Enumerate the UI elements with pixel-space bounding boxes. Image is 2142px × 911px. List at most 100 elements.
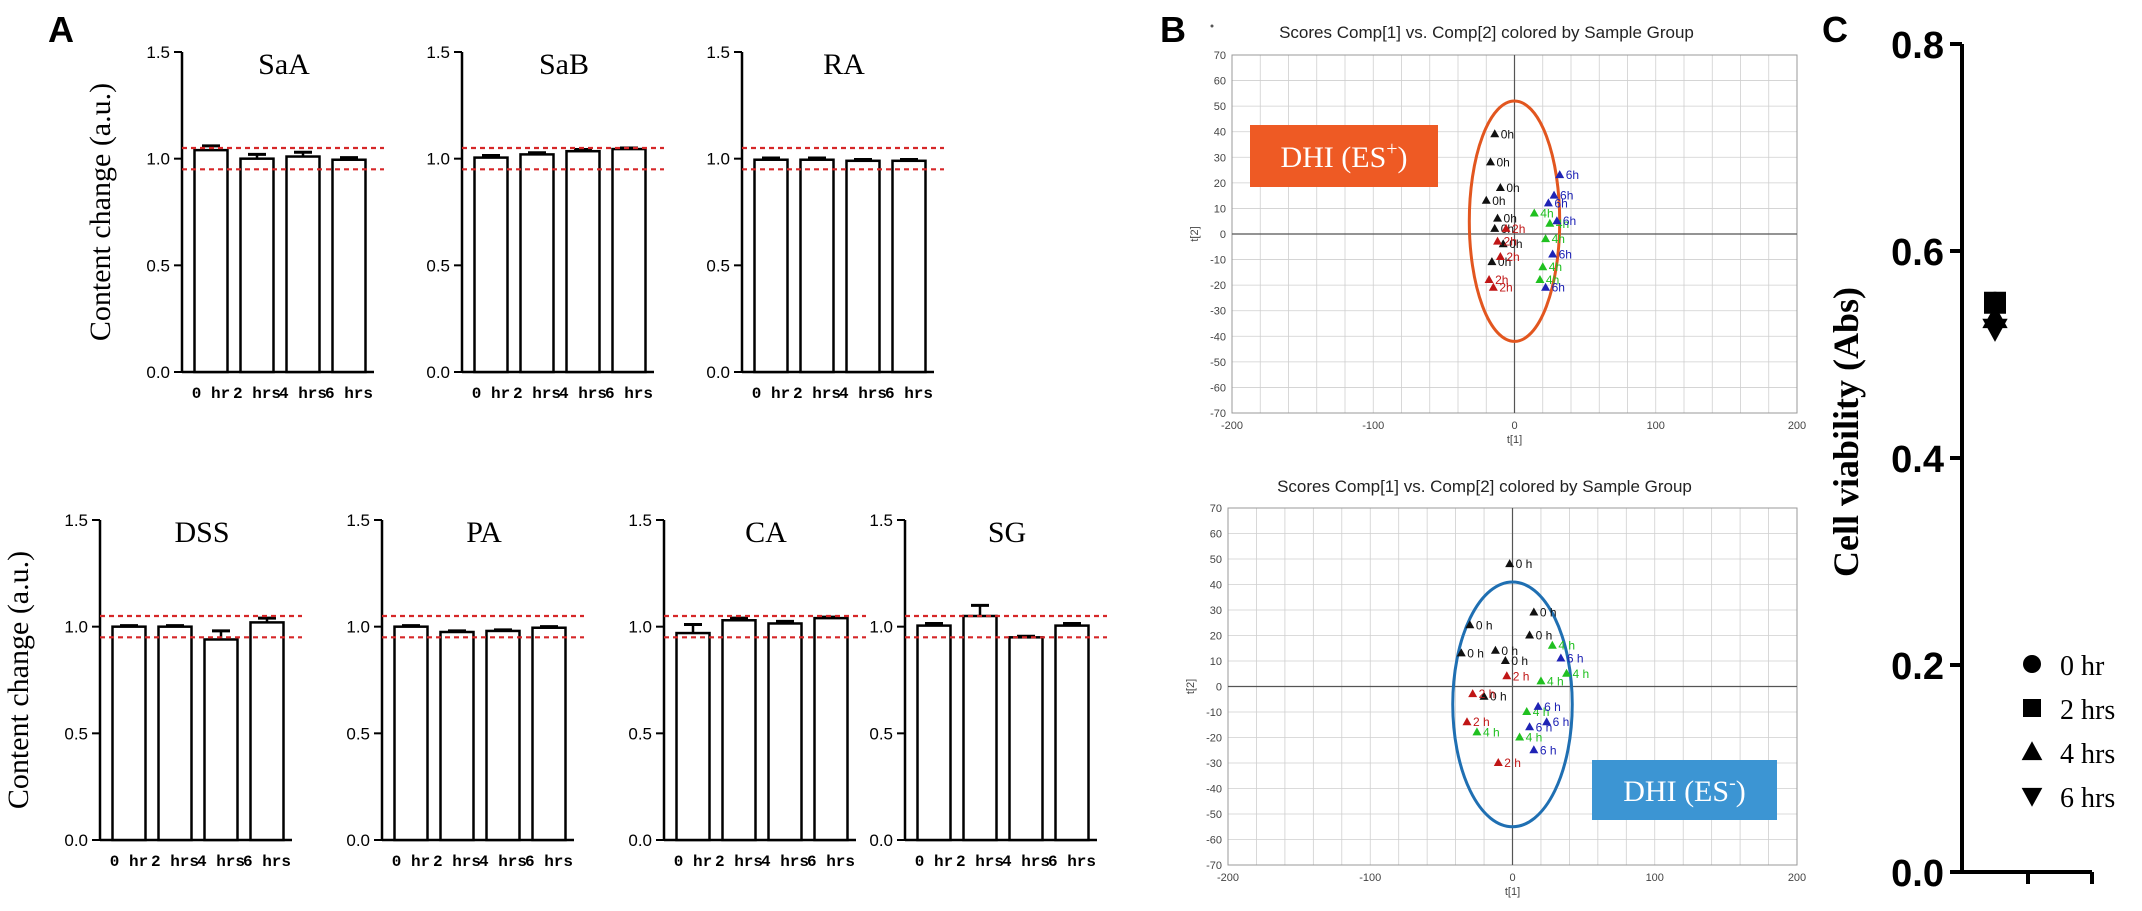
x-tick-label: 4 hrs bbox=[1002, 853, 1050, 871]
confidence-ellipse bbox=[1451, 580, 1574, 829]
point-label: 2 h bbox=[1504, 756, 1521, 770]
y-tick-label: 1.5 bbox=[869, 511, 893, 530]
score-point bbox=[1456, 648, 1466, 657]
y-tick-label: 10 bbox=[1210, 656, 1222, 668]
bar bbox=[249, 621, 285, 842]
y-tick-label: 0.5 bbox=[146, 256, 170, 275]
y-axis-label: Content change (a.u.) bbox=[2, 551, 35, 809]
point-label: 2h bbox=[1499, 281, 1512, 295]
x-tick-label: 0 hr bbox=[110, 853, 148, 871]
bar bbox=[111, 625, 147, 842]
y-tick-label: -50 bbox=[1206, 809, 1222, 821]
score-plot-negative: 706050403020100-10-20-30-40-50-60-70-200… bbox=[1185, 477, 1806, 898]
y-tick-label: 1.5 bbox=[64, 511, 88, 530]
y-tick-label: 40 bbox=[1214, 127, 1226, 139]
y-tick-label: 1.0 bbox=[64, 618, 88, 637]
score-point bbox=[1481, 195, 1491, 204]
y-tick-label: 0.0 bbox=[346, 831, 370, 850]
bar bbox=[193, 148, 229, 374]
y-tick-label: 0.2 bbox=[1891, 646, 1944, 688]
point-label: 0h bbox=[1492, 194, 1505, 208]
point-label: 6h bbox=[1560, 189, 1573, 203]
bar bbox=[916, 624, 952, 842]
score-point bbox=[1484, 275, 1494, 284]
mode-close: ) bbox=[1736, 775, 1746, 808]
score-point bbox=[1488, 282, 1498, 291]
y-tick-label: -70 bbox=[1206, 860, 1222, 872]
bar bbox=[962, 614, 998, 842]
bar bbox=[393, 625, 429, 842]
score-point bbox=[1500, 656, 1510, 664]
y-tick-label: 0.0 bbox=[1891, 853, 1944, 895]
panel-label-c: C bbox=[1822, 9, 1848, 50]
ionization-mode-label: DHI (ES+) bbox=[1280, 138, 1407, 174]
point-label: 4 h bbox=[1547, 674, 1564, 688]
y-tick-label: 0.8 bbox=[1891, 25, 1944, 67]
legend-marker bbox=[2023, 655, 2041, 673]
x-tick-label: 6 hrs bbox=[1048, 853, 1096, 871]
bar bbox=[1054, 624, 1090, 842]
x-tick-label: 0 hr bbox=[674, 853, 712, 871]
y-tick-label: 1.5 bbox=[706, 43, 730, 62]
subplot-title: RA bbox=[823, 48, 865, 81]
point-label: 6 h bbox=[1553, 715, 1570, 729]
point-label: 6h bbox=[1566, 168, 1579, 182]
score-point bbox=[1498, 239, 1508, 248]
point-label: 4h bbox=[1540, 207, 1553, 221]
score-point bbox=[1529, 745, 1539, 754]
score-point bbox=[1555, 170, 1565, 179]
mode-text: DHI (ES bbox=[1280, 141, 1386, 174]
score-point bbox=[1529, 208, 1539, 217]
y-tick-label: -30 bbox=[1206, 758, 1222, 770]
y-tick-label: -60 bbox=[1210, 382, 1226, 394]
x-tick-label: 4 hrs bbox=[761, 853, 809, 871]
x-tick-label: 2 hrs bbox=[151, 853, 199, 871]
x-tick-label: 4 hrs bbox=[279, 385, 327, 403]
x-tick-label: -100 bbox=[1362, 420, 1384, 432]
point-label: 2 h bbox=[1513, 669, 1530, 683]
bar bbox=[285, 155, 321, 374]
y-tick-label: 1.0 bbox=[706, 150, 730, 169]
point-label: 0h bbox=[1506, 181, 1519, 195]
point-label: 6 h bbox=[1540, 743, 1557, 757]
y-tick-label: 0.0 bbox=[869, 831, 893, 850]
score-point bbox=[1487, 257, 1497, 266]
subplot-title: SG bbox=[988, 516, 1026, 549]
y-axis-label: Content change (a.u.) bbox=[84, 83, 117, 341]
x-tick-label: -200 bbox=[1217, 872, 1239, 884]
x-tick-label: 4 hrs bbox=[197, 853, 245, 871]
y-tick-label: 20 bbox=[1210, 631, 1222, 643]
point-label: 6h bbox=[1559, 247, 1572, 261]
y-tick-label: 0.0 bbox=[146, 363, 170, 382]
x-tick-label: 0 hr bbox=[392, 853, 430, 871]
y-tick-label: 30 bbox=[1210, 605, 1222, 617]
y-tick-label: -10 bbox=[1206, 707, 1222, 719]
y-tick-label: 0 bbox=[1216, 682, 1222, 694]
x-tick-label: 2 hrs bbox=[513, 385, 561, 403]
y-tick-label: 0.5 bbox=[64, 724, 88, 743]
x-tick-label: 2 hrs bbox=[715, 853, 763, 871]
y-tick-label: 1.5 bbox=[146, 43, 170, 62]
bar bbox=[799, 158, 835, 374]
y-tick-label: 20 bbox=[1214, 178, 1226, 190]
x-tick-label: 4 hrs bbox=[559, 385, 607, 403]
point-label: 2h bbox=[1506, 250, 1519, 264]
score-point bbox=[1505, 559, 1515, 568]
bar bbox=[331, 158, 367, 374]
x-tick-label: 6 hrs bbox=[243, 853, 291, 871]
plot-title: Scores Comp[1] vs. Comp[2] colored by Sa… bbox=[1277, 477, 1692, 496]
subplot-title: CA bbox=[745, 516, 787, 549]
point-label: 2 h bbox=[1473, 715, 1490, 729]
score-point bbox=[1465, 620, 1475, 629]
point-label: 6 h bbox=[1544, 700, 1561, 714]
subplot-title: PA bbox=[466, 516, 502, 549]
point-label: 0h bbox=[1504, 212, 1517, 226]
score-point bbox=[1525, 722, 1535, 731]
subplot-title: DSS bbox=[174, 516, 229, 549]
legend-marker bbox=[2023, 699, 2041, 717]
x-tick-label: 4 hrs bbox=[479, 853, 527, 871]
mode-text: DHI (ES bbox=[1623, 775, 1729, 808]
x-axis-label: t[1] bbox=[1507, 434, 1522, 446]
bar bbox=[439, 630, 475, 842]
